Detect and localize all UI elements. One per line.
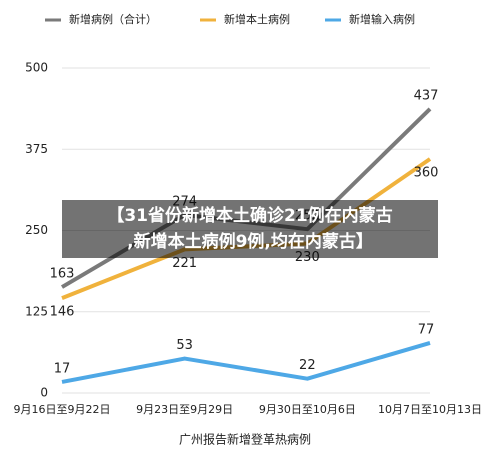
data-label: 53 <box>176 338 193 353</box>
y-tick-label: 0 <box>40 386 48 400</box>
data-label: 146 <box>50 305 75 320</box>
y-tick-label: 250 <box>25 223 48 237</box>
data-label: 22 <box>299 358 316 373</box>
legend-label: 新增输入病例 <box>349 12 415 26</box>
data-label: 77 <box>418 322 435 337</box>
x-tick-label: 9月23日至9月29日 <box>136 403 233 416</box>
x-tick-label: 10月7日至10月13日 <box>378 403 482 416</box>
data-label: 17 <box>54 361 71 376</box>
y-tick-label: 375 <box>25 142 48 156</box>
x-tick-label: 9月30日至10月6日 <box>259 403 356 416</box>
banner-text: 【31省份新增本土确诊21例在内蒙古 <box>107 205 392 226</box>
data-label: 163 <box>50 267 75 282</box>
legend-label: 新增病例（合计） <box>69 12 157 26</box>
y-tick-label: 500 <box>25 61 48 75</box>
x-axis-title: 广州报告新增登革热病例 <box>179 432 311 447</box>
data-label: 221 <box>172 256 197 271</box>
data-label: 360 <box>414 166 439 181</box>
banner-text: ,新增本土病例9例,均在内蒙古】 <box>127 231 373 252</box>
data-label: 437 <box>414 88 439 103</box>
y-tick-label: 125 <box>25 304 48 318</box>
legend-label: 新增本土病例 <box>224 12 290 26</box>
series-line <box>61 341 431 384</box>
banner <box>62 200 438 258</box>
x-tick-label: 9月16日至9月22日 <box>14 403 111 416</box>
